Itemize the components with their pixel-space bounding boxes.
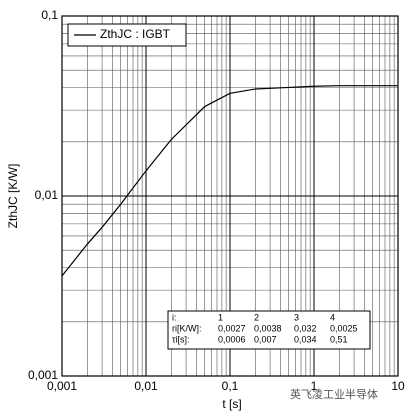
x-tick-label: 1 bbox=[311, 379, 318, 393]
table-cell: 4 bbox=[330, 312, 335, 322]
table-cell: 0,0025 bbox=[330, 323, 358, 333]
table-cell: 3 bbox=[294, 312, 299, 322]
y-tick-label: 0,001 bbox=[28, 368, 58, 382]
table-cell: 0,0038 bbox=[254, 323, 282, 333]
table-cell: 2 bbox=[254, 312, 259, 322]
data-line bbox=[61, 85, 398, 277]
y-axis-label: ZthJC [K/W] bbox=[6, 164, 20, 229]
x-tick-label: 0,001 bbox=[47, 379, 77, 393]
legend-label: ZthJC : IGBT bbox=[100, 27, 171, 41]
table-cell: τi[s]: bbox=[172, 334, 190, 344]
table-cell: ri[K/W]: bbox=[172, 323, 202, 333]
table-box bbox=[167, 310, 371, 350]
table-cell: 0,032 bbox=[294, 323, 317, 333]
table-cell: 0,0027 bbox=[218, 323, 246, 333]
table-cell: 0,034 bbox=[294, 334, 317, 344]
x-axis-label: t [s] bbox=[222, 397, 241, 411]
table-cell: 0,0006 bbox=[218, 334, 246, 344]
plot-frame bbox=[61, 15, 399, 377]
table-cell: i: bbox=[172, 312, 177, 322]
x-tick-label: 0,01 bbox=[134, 379, 158, 393]
x-tick-label: 10 bbox=[391, 379, 405, 393]
table-cell: 0,007 bbox=[254, 334, 277, 344]
table-cell: 1 bbox=[218, 312, 223, 322]
watermark: 英飞凌工业半导体 bbox=[290, 387, 378, 401]
y-tick-label: 0,01 bbox=[35, 188, 59, 202]
x-tick-label: 0,1 bbox=[222, 379, 239, 393]
table-cell: 0,51 bbox=[330, 334, 348, 344]
legend-box bbox=[67, 23, 187, 47]
y-tick-label: 0,1 bbox=[41, 8, 58, 22]
